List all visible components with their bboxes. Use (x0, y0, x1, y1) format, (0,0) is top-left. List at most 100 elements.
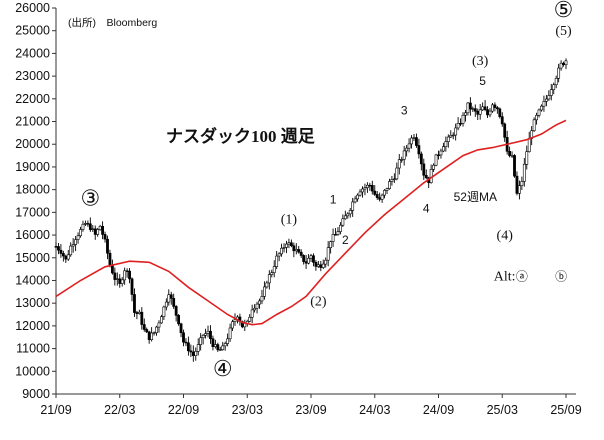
candle (199, 333, 203, 351)
candle (336, 227, 340, 236)
candle (562, 61, 565, 67)
wave-label: ④ (213, 356, 233, 381)
y-tick-label: 10000 (15, 364, 50, 378)
candle (378, 192, 382, 202)
candle (191, 345, 195, 362)
candle (115, 272, 119, 286)
candle (280, 243, 283, 257)
price-candles (54, 58, 568, 362)
candle (113, 267, 117, 286)
candle (449, 130, 453, 139)
candle (319, 260, 323, 272)
candle (145, 327, 149, 334)
candle (525, 145, 529, 170)
candle (442, 142, 445, 153)
candle (76, 232, 80, 244)
candle (439, 148, 443, 159)
y-tick-label: 26000 (15, 1, 50, 15)
candle (368, 182, 372, 191)
candle (133, 288, 136, 317)
candle (544, 94, 548, 107)
candle (182, 329, 185, 347)
candle (162, 305, 166, 320)
candle (189, 344, 193, 357)
candle (184, 338, 188, 347)
wave-label: 4 (423, 201, 430, 215)
x-tick-label: 23/03 (232, 403, 263, 417)
candle (118, 274, 122, 288)
candle (422, 158, 426, 180)
candle (483, 100, 487, 112)
candle (491, 102, 494, 113)
candle (260, 289, 264, 305)
candle (466, 102, 470, 116)
ma52-line (55, 119, 567, 326)
candle (228, 323, 232, 343)
candle (444, 136, 448, 152)
x-tick-label: 25/03 (487, 403, 518, 417)
candle (557, 63, 561, 83)
candle (390, 175, 394, 186)
candle (559, 60, 563, 71)
candle (66, 249, 70, 261)
candle (464, 110, 467, 122)
candle (120, 277, 124, 287)
y-tick-label: 24000 (15, 46, 50, 60)
candle (542, 95, 546, 112)
wave-label: (3) (472, 54, 489, 69)
candle (434, 153, 438, 167)
candle (471, 106, 475, 112)
candle (91, 225, 95, 232)
candle (321, 259, 325, 270)
x-tick-label: 21/09 (40, 403, 71, 417)
candle (373, 185, 377, 196)
wave-label: ⑤ (554, 0, 574, 22)
candle (201, 333, 205, 345)
candle (532, 117, 536, 132)
candle (169, 291, 173, 305)
candle (554, 75, 558, 89)
candle (250, 304, 254, 324)
candle (358, 189, 362, 197)
candle (476, 108, 480, 121)
candle (351, 197, 355, 217)
y-tick-label: 20000 (15, 137, 50, 151)
candle (157, 320, 161, 333)
candle (370, 180, 374, 195)
candle (196, 338, 200, 356)
candle (69, 242, 73, 257)
candle (253, 304, 257, 313)
candle (275, 250, 279, 270)
candle (110, 259, 114, 275)
candle (503, 122, 507, 142)
x-tick-label: 25/09 (550, 403, 581, 417)
candle (405, 144, 409, 157)
y-tick-label: 18000 (15, 183, 50, 197)
candle (187, 336, 190, 356)
candle (346, 212, 350, 219)
candle (481, 102, 485, 111)
candle (231, 319, 234, 331)
candle (93, 225, 97, 240)
candle (150, 327, 154, 342)
wave-label: ⓑ (555, 269, 567, 283)
candle (530, 126, 534, 146)
wave-label: 5 (479, 74, 486, 88)
candle (128, 268, 131, 284)
candle (353, 195, 357, 204)
candle (424, 169, 428, 180)
candle (270, 269, 274, 278)
y-tick-label: 11000 (16, 342, 50, 356)
candle (432, 163, 435, 172)
candle (96, 227, 100, 237)
candle (218, 346, 222, 351)
wave-label: Alt: (494, 269, 516, 284)
candle (515, 171, 519, 196)
candle (314, 260, 318, 271)
candle (164, 298, 168, 311)
candle (537, 108, 541, 118)
candle (419, 151, 423, 171)
wave-label: (1) (281, 213, 298, 228)
candle (142, 318, 146, 332)
